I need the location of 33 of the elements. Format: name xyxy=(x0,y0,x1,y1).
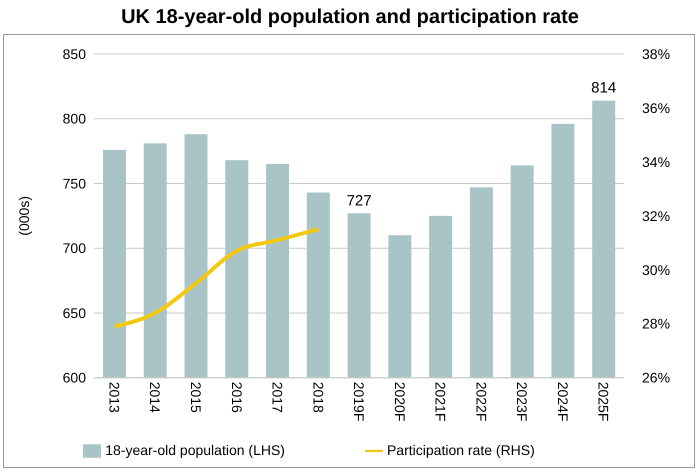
x-tick-label: 2015 xyxy=(188,382,204,414)
x-tick-label: 2019F xyxy=(351,382,368,422)
y-tick-label: 850 xyxy=(62,46,86,62)
x-tick-label: 2017 xyxy=(270,382,286,414)
x-tick-label: 2025F xyxy=(596,382,612,422)
data-label: 727 xyxy=(346,192,372,210)
chart-title: UK 18-year-old population and participation rate xyxy=(120,5,580,30)
y-tick-label: 800 xyxy=(62,110,86,127)
x-tick-label: 2024F xyxy=(554,382,571,422)
x-tick-label: 2018 xyxy=(310,382,326,414)
x-tick-label: 2014 xyxy=(147,382,164,414)
x-tick-label: 2022F xyxy=(473,382,490,422)
y2-tick-label: 28% xyxy=(642,316,670,332)
y2-tick-label: 34% xyxy=(642,154,670,170)
y-tick-label: 700 xyxy=(62,240,86,256)
x-tick-label: 2021F xyxy=(432,382,449,422)
x-tick-label: 2016 xyxy=(228,382,245,414)
y-tick-label: 650 xyxy=(62,304,86,321)
y2-tick-label: 30% xyxy=(642,262,670,278)
y2-tick-label: 32% xyxy=(642,208,670,224)
x-tick-label: 2023F xyxy=(514,382,530,422)
x-tick-label: 2013 xyxy=(106,382,122,414)
y-tick-label: 600 xyxy=(62,370,86,386)
legend-label: 18-year-old population (LHS) xyxy=(105,442,285,458)
legend-label: Participation rate (RHS) xyxy=(386,442,535,458)
y2-tick-label: 36% xyxy=(642,100,670,116)
y-tick-label: 750 xyxy=(62,175,86,192)
y2-tick-label: 26% xyxy=(642,370,670,386)
y2-tick-label: 38% xyxy=(642,46,670,62)
data-label: 814 xyxy=(591,80,616,97)
y-axis-title: (000s) xyxy=(16,196,32,236)
line-series xyxy=(112,227,320,328)
x-tick-label: 2020F xyxy=(392,382,408,422)
